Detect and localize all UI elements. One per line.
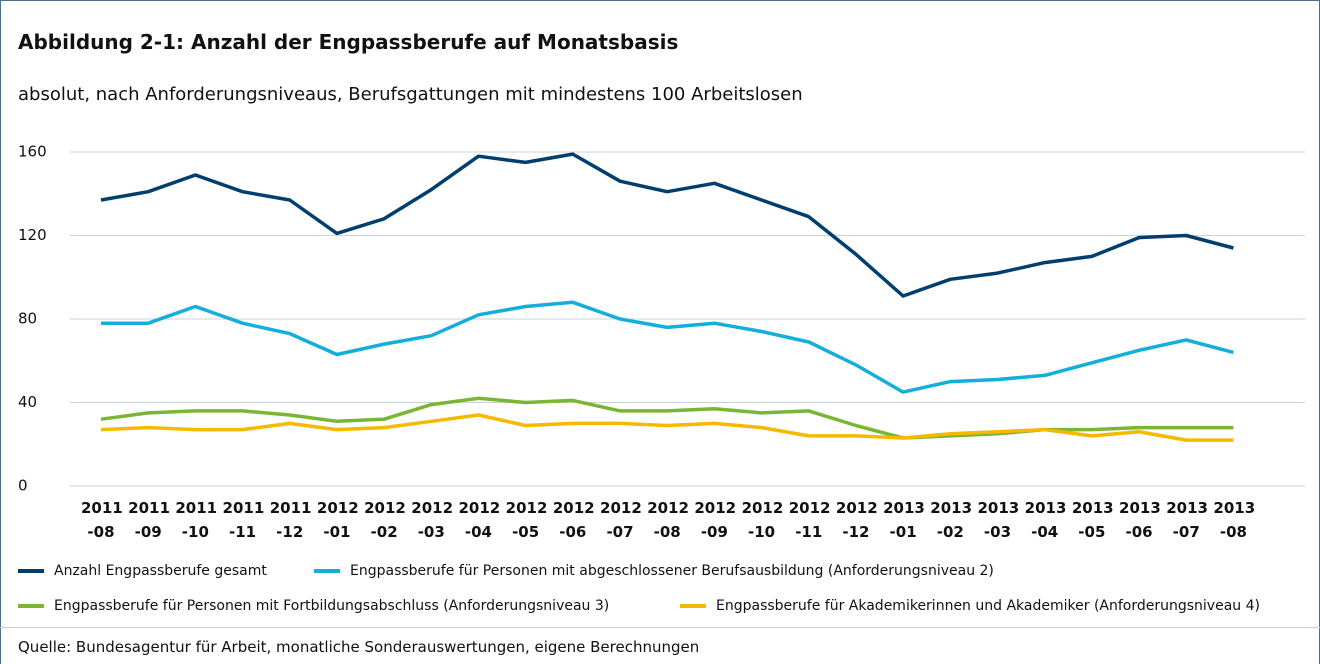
x-tick-label: 2013 -08 [1213,499,1256,541]
y-tick-label: 80 [18,310,37,328]
y-tick-label: 0 [18,477,28,495]
legend-item: Anzahl Engpassberufe gesamt [18,563,267,579]
x-tick-label: 2012 -04 [458,499,501,541]
x-tick-label: 2012 -05 [505,499,548,541]
x-tick-label: 2012 -06 [552,499,595,541]
legend-item: Engpassberufe für Personen mit abgeschlo… [314,563,994,579]
separator [0,627,1320,628]
x-tick-label: 2012 -12 [835,499,878,541]
x-tick-label: 2012 -10 [741,499,784,541]
x-tick-label: 2012 -01 [316,499,359,541]
x-tick-label: 2012 -03 [411,499,454,541]
legend-item: Engpassberufe für Akademikerinnen und Ak… [680,598,1260,614]
legend-item: Engpassberufe für Personen mit Fortbildu… [18,598,609,614]
legend-swatch [314,569,340,573]
x-tick-label: 2012 -09 [694,499,737,541]
x-tick-label: 2011 -12 [269,499,312,541]
legend-label: Engpassberufe für Personen mit Fortbildu… [54,598,610,614]
legend-swatch [18,604,44,608]
series-line [100,413,1234,442]
x-tick-label: 2013 -07 [1166,499,1208,541]
y-tick-label: 40 [18,393,37,411]
x-tick-label: 2013 -04 [1024,499,1067,541]
x-tick-label: 2012 -07 [600,499,642,541]
series-line [100,152,1234,298]
y-tick-label: 120 [18,226,47,244]
x-tick-label: 2012 -02 [364,499,406,541]
legend-label: Anzahl Engpassberufe gesamt [54,563,267,579]
x-tick-label: 2013 -03 [977,499,1020,541]
chart-subtitle: absolut, nach Anforderungsniveaus, Beruf… [18,84,803,105]
legend-swatch [18,569,44,573]
source-note: Quelle: Bundesagentur für Arbeit, monatl… [18,638,700,656]
legend-swatch [680,604,706,608]
legend-label: Engpassberufe für Personen mit abgeschlo… [350,563,994,579]
legend-label: Engpassberufe für Akademikerinnen und Ak… [716,598,1260,614]
x-tick-label: 2013 -02 [930,499,973,541]
x-tick-label: 2013 -05 [1071,499,1114,541]
x-tick-label: 2012 -11 [788,499,831,541]
series-line [101,300,1234,394]
x-tick-label: 2012 -08 [647,499,689,541]
y-tick-label: 160 [18,143,47,161]
x-tick-label: 2011 -11 [222,499,265,541]
x-tick-label: 2011 -08 [80,499,123,541]
x-tick-label: 2013 -06 [1119,499,1161,541]
chart-title: Abbildung 2-1: Anzahl der Engpassberufe … [18,30,679,54]
x-tick-label: 2011 -10 [175,499,218,541]
x-tick-label: 2011 -09 [128,499,170,541]
x-tick-label: 2013 -01 [883,499,925,541]
